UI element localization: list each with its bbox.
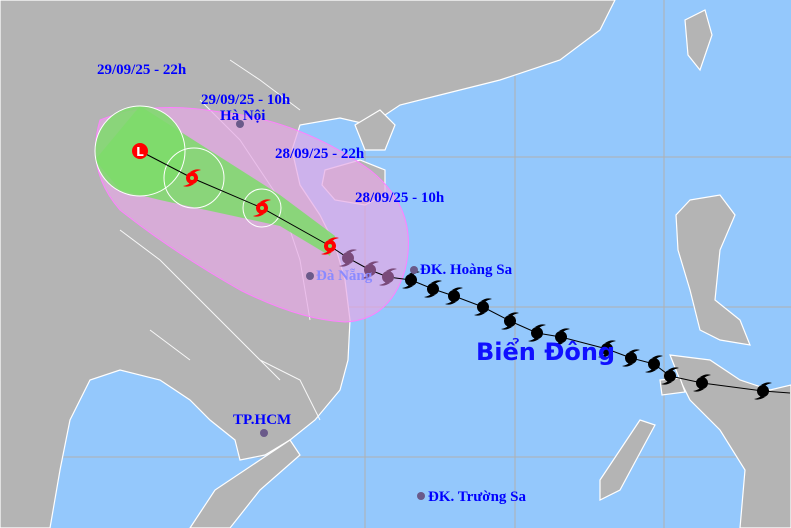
forecast-storm-position-typhoon-icon (253, 199, 271, 217)
city-dot-icon-hcm (260, 429, 268, 437)
place-truongsa: ĐK. Trường Sa (428, 489, 527, 505)
past-storm-position-typhoon-icon (552, 328, 570, 346)
past-storm-position-typhoon-icon (598, 340, 616, 358)
low-pressure-icon: L (132, 143, 148, 159)
palawan-island (599, 419, 656, 501)
place-hoangsa: ĐK. Hoàng Sa (420, 262, 513, 278)
city-dot-icon-hanoi (236, 120, 244, 128)
luzon-island (675, 194, 751, 346)
past-storm-position-typhoon-icon (645, 355, 663, 373)
place-hanoi: Hà Nội (220, 108, 266, 124)
forecast-storm-position-typhoon-icon (183, 169, 201, 187)
past-storm-position-typhoon-icon (693, 374, 711, 392)
past-storm-position-typhoon-icon (339, 249, 357, 267)
svg-text:L: L (136, 145, 144, 159)
past-storm-position-typhoon-icon (361, 261, 379, 279)
place-danang: Đà Nẵng (316, 268, 373, 284)
past-storm-position-typhoon-icon (528, 324, 546, 342)
city-dot-icon-hoangsa (410, 266, 418, 274)
past-storm-position-typhoon-icon (661, 367, 679, 385)
city-dot-icon-danang (306, 272, 314, 280)
place-hcm: TP.HCM (233, 412, 292, 428)
past-storm-position-typhoon-icon (402, 271, 420, 289)
forecast-label-28-10h: 28/09/25 - 10h (355, 190, 445, 206)
past-storm-position-typhoon-icon (754, 382, 772, 400)
forecast-label-29-22h: 29/09/25 - 22h (97, 62, 187, 78)
city-dot-icon-truongsa (417, 492, 425, 500)
past-storm-position-typhoon-icon (622, 349, 640, 367)
leizhou-peninsula (354, 109, 396, 151)
sea-name-bien-dong: Biển Đông (476, 338, 616, 366)
forecast-circle-29-10h (163, 147, 225, 209)
past-storm-position-typhoon-icon (379, 268, 397, 286)
past-storm-position-typhoon-icon (474, 298, 492, 316)
forecast-label-29-10h: 29/09/25 - 10h (201, 92, 291, 108)
mekong-delta (189, 439, 301, 528)
philippines-south (669, 354, 791, 528)
forecast-storm-position-typhoon-icon (321, 237, 339, 255)
past-storm-position-typhoon-icon (424, 280, 442, 298)
forecast-label-28-22h: 28/09/25 - 22h (275, 146, 365, 162)
past-storm-position-typhoon-icon (501, 312, 519, 330)
taiwan-island (684, 9, 713, 72)
past-storm-position-typhoon-icon (445, 287, 463, 305)
forecast-circle-28-22h (242, 188, 282, 228)
